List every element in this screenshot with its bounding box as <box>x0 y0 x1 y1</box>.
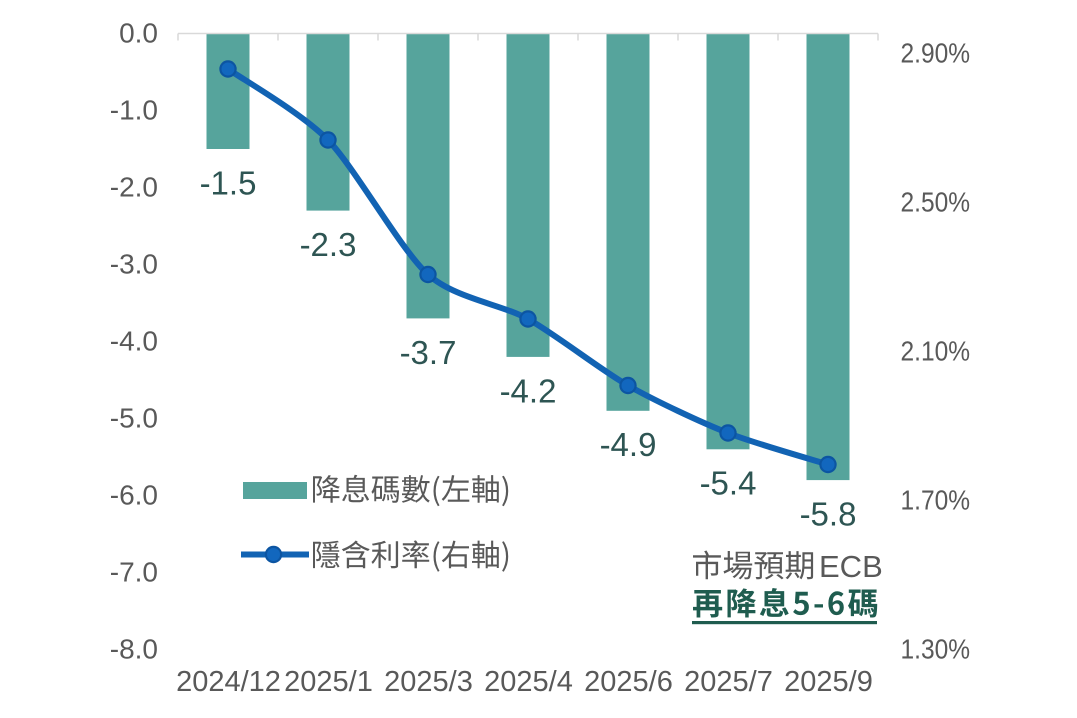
svg-text:2025/6: 2025/6 <box>584 666 673 698</box>
svg-text:-2.0: -2.0 <box>110 172 158 203</box>
svg-text:-8.0: -8.0 <box>110 634 158 665</box>
svg-text:-2.3: -2.3 <box>300 226 357 263</box>
svg-text:-5.4: -5.4 <box>700 465 757 502</box>
svg-text:-3.7: -3.7 <box>400 334 457 371</box>
svg-text:ECB: ECB <box>819 549 883 584</box>
svg-text:2025/7: 2025/7 <box>684 666 773 698</box>
svg-text:-3.0: -3.0 <box>110 249 158 280</box>
svg-text:0.0: 0.0 <box>119 18 158 49</box>
svg-text:-4.0: -4.0 <box>110 326 158 357</box>
svg-text:-5.0: -5.0 <box>110 403 158 434</box>
svg-text:2024/12: 2024/12 <box>176 666 281 698</box>
svg-text:2.10%: 2.10% <box>901 336 971 367</box>
svg-text:2025/1: 2025/1 <box>284 666 373 698</box>
svg-text:-4.9: -4.9 <box>600 426 657 463</box>
svg-text:2.90%: 2.90% <box>901 38 971 69</box>
svg-text:-1.0: -1.0 <box>110 95 158 126</box>
svg-text:-5.8: -5.8 <box>800 496 857 533</box>
svg-text:-7.0: -7.0 <box>110 557 158 588</box>
svg-text:1.30%: 1.30% <box>901 634 971 665</box>
svg-text:2025/3: 2025/3 <box>384 666 473 698</box>
svg-text:-4.2: -4.2 <box>500 372 557 409</box>
svg-text:1.70%: 1.70% <box>901 485 971 516</box>
svg-text:2025/9: 2025/9 <box>784 666 873 698</box>
svg-text:2.50%: 2.50% <box>901 187 971 218</box>
svg-text:2025/4: 2025/4 <box>484 666 573 698</box>
svg-text:-1.5: -1.5 <box>200 164 257 201</box>
svg-text:-6.0: -6.0 <box>110 480 158 511</box>
